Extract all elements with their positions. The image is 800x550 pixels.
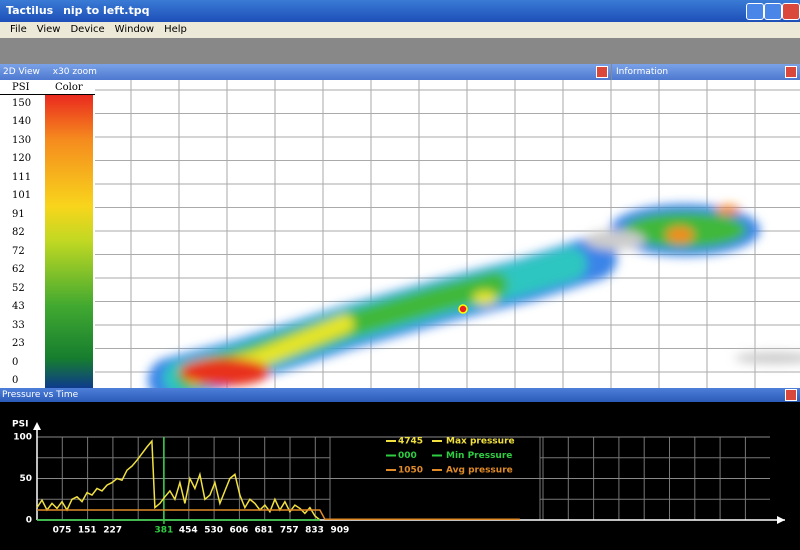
toolbar bbox=[0, 38, 800, 114]
x-tick-label: 454 bbox=[179, 526, 198, 536]
scale-header: PSI bbox=[12, 82, 30, 93]
menu-item[interactable]: Window bbox=[114, 24, 155, 35]
chart-panel-header: Pressure vs Time bbox=[0, 388, 800, 402]
legend-label: Avg pressure bbox=[446, 466, 513, 476]
scale-header: Color bbox=[55, 82, 83, 93]
close-panel-button[interactable] bbox=[785, 66, 797, 78]
scale-label: 23 bbox=[12, 338, 25, 350]
close-panel-button[interactable] bbox=[596, 66, 608, 78]
scale-label: 91 bbox=[12, 208, 25, 220]
y-axis-arrow bbox=[33, 422, 41, 430]
view-zoom: x30 zoom bbox=[52, 67, 97, 77]
menu-item[interactable]: Help bbox=[164, 24, 187, 35]
x-tick-label: 909 bbox=[330, 526, 349, 536]
scale-label: 0 bbox=[12, 356, 19, 368]
header-rule bbox=[0, 94, 95, 95]
scale-label: 52 bbox=[12, 282, 25, 294]
legend-readout: 1050 bbox=[398, 466, 423, 476]
scale-label: 0 bbox=[12, 375, 19, 387]
x-tick-label: 833 bbox=[305, 526, 324, 536]
legend-label: Min Pressure bbox=[446, 451, 512, 461]
maximize-button[interactable] bbox=[764, 3, 782, 20]
app-title: Tactilus bbox=[6, 4, 54, 17]
scale-label: 62 bbox=[12, 264, 25, 276]
view-panel-header: 2D View x30 zoom bbox=[0, 64, 611, 80]
menu-item[interactable]: View bbox=[36, 24, 61, 35]
color-gradient bbox=[45, 95, 93, 388]
x-tick-label: 381 bbox=[155, 526, 174, 536]
chart-background bbox=[0, 402, 800, 550]
scale-label: 120 bbox=[12, 153, 32, 165]
y-axis-label: PSI bbox=[12, 420, 28, 430]
scale-label: 72 bbox=[12, 245, 25, 257]
x-tick-label: 681 bbox=[254, 526, 273, 536]
pressure-blob bbox=[148, 204, 800, 388]
y-tick-label: 100 bbox=[13, 433, 32, 443]
title-bar: Tactilus nip to left.tpq bbox=[0, 0, 800, 22]
cursor-marker bbox=[458, 304, 468, 314]
scale-label: 101 bbox=[12, 190, 32, 202]
legend-readout: 000 bbox=[398, 451, 417, 461]
scale-label: 111 bbox=[12, 171, 32, 183]
x-tick-label: 227 bbox=[103, 526, 122, 536]
file-name: nip to left.tpq bbox=[63, 4, 150, 17]
scale-label: 43 bbox=[12, 301, 25, 313]
y-tick-label: 50 bbox=[19, 474, 32, 484]
scale-label: 150 bbox=[12, 98, 32, 109]
view-panel-title: 2D View bbox=[3, 67, 40, 77]
pressure-map bbox=[95, 80, 800, 388]
close-button[interactable] bbox=[782, 3, 800, 20]
chart-panel-title: Pressure vs Time bbox=[2, 390, 79, 400]
series-line bbox=[36, 439, 321, 521]
x-tick-label: 151 bbox=[78, 526, 97, 536]
x-tick-label: 606 bbox=[230, 526, 249, 536]
scale-label: 33 bbox=[12, 319, 25, 331]
menu-item[interactable]: File bbox=[10, 24, 27, 35]
info-panel-title: Information bbox=[616, 67, 669, 77]
x-tick-label: 757 bbox=[280, 526, 299, 536]
scale-label: 130 bbox=[12, 134, 32, 146]
x-tick-label: 530 bbox=[204, 526, 223, 536]
x-axis-arrow bbox=[777, 516, 785, 524]
menu-bar: File View Device Window Help bbox=[0, 22, 800, 38]
legend-label: Max pressure bbox=[446, 437, 515, 447]
menu-item[interactable]: Device bbox=[70, 24, 105, 35]
y-tick-label: 0 bbox=[26, 516, 32, 526]
color-scale: PSI Color 150 140 130 120 111 101 91 82 72 62 52 43… bbox=[0, 80, 95, 388]
series-line bbox=[37, 509, 520, 520]
info-panel-header: Information bbox=[612, 64, 800, 80]
legend-readout: 4745 bbox=[398, 437, 423, 447]
close-panel-button[interactable] bbox=[785, 389, 797, 401]
scale-label: 82 bbox=[12, 227, 25, 239]
scale-label: 140 bbox=[12, 116, 32, 128]
x-tick-label: 075 bbox=[53, 526, 72, 536]
minimize-button[interactable] bbox=[746, 3, 764, 20]
